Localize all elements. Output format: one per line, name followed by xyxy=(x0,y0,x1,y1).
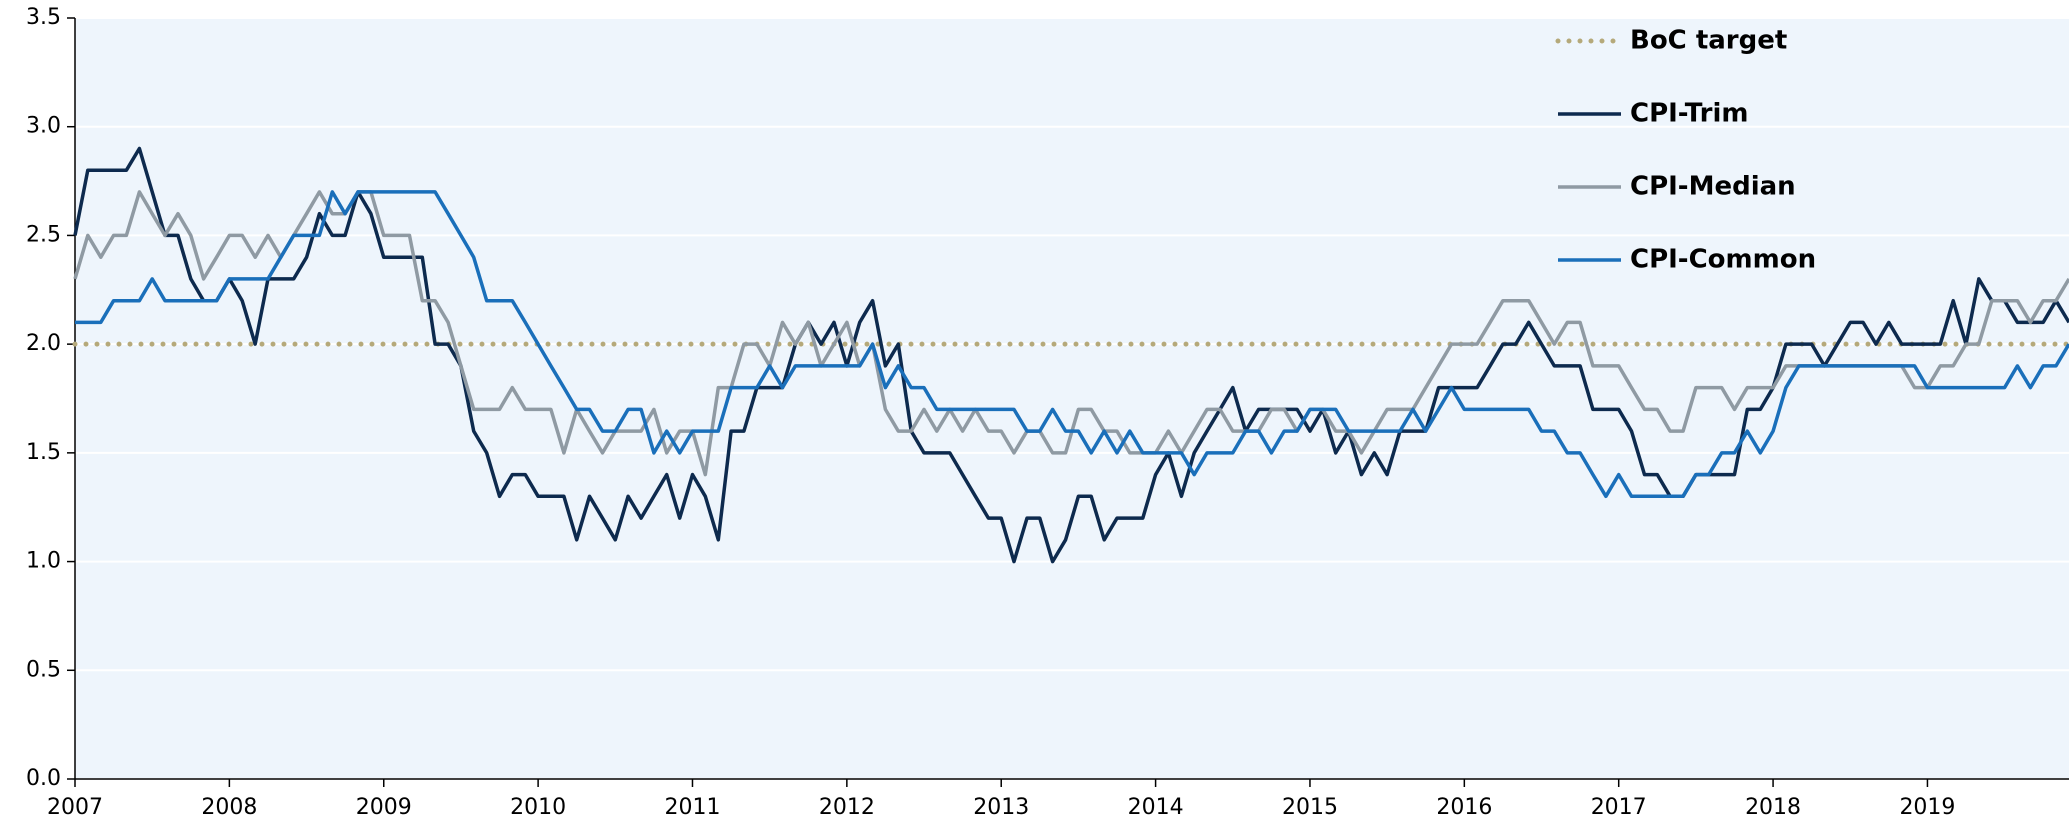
series-line xyxy=(73,146,2069,564)
y-tick-label: 0.0 xyxy=(26,766,61,791)
legend-label: CPI-Common xyxy=(1630,245,1816,275)
series-line xyxy=(75,190,2069,499)
x-tick-label: 2015 xyxy=(1282,795,1338,820)
y-tick-label: 0.5 xyxy=(26,657,61,682)
y-tick-label: 3.0 xyxy=(26,114,61,139)
x-tick-label: 2010 xyxy=(510,795,566,820)
legend-label: CPI-Trim xyxy=(1630,99,1749,129)
x-tick-label: 2007 xyxy=(47,795,103,820)
x-tick-label: 2012 xyxy=(819,795,875,820)
x-tick-label: 2013 xyxy=(973,795,1029,820)
x-tick-label: 2017 xyxy=(1591,795,1647,820)
y-tick-label: 2.0 xyxy=(26,331,61,356)
x-tick-label: 2009 xyxy=(356,795,412,820)
x-tick-label: 2014 xyxy=(1128,795,1184,820)
y-tick-label: 2.5 xyxy=(26,222,61,247)
x-tick-label: 2019 xyxy=(1899,795,1955,820)
legend-label: CPI-Median xyxy=(1630,172,1796,202)
y-tick-label: 1.5 xyxy=(26,440,61,465)
legend-label: BoC target xyxy=(1630,26,1787,56)
plot-area xyxy=(75,18,2069,779)
x-tick-label: 2008 xyxy=(201,795,257,820)
x-tick-label: 2011 xyxy=(664,795,720,820)
x-tick-label: 2016 xyxy=(1436,795,1492,820)
y-tick-label: 3.5 xyxy=(26,5,61,30)
x-tick-label: 2018 xyxy=(1745,795,1801,820)
y-tick-label: 1.0 xyxy=(26,549,61,574)
